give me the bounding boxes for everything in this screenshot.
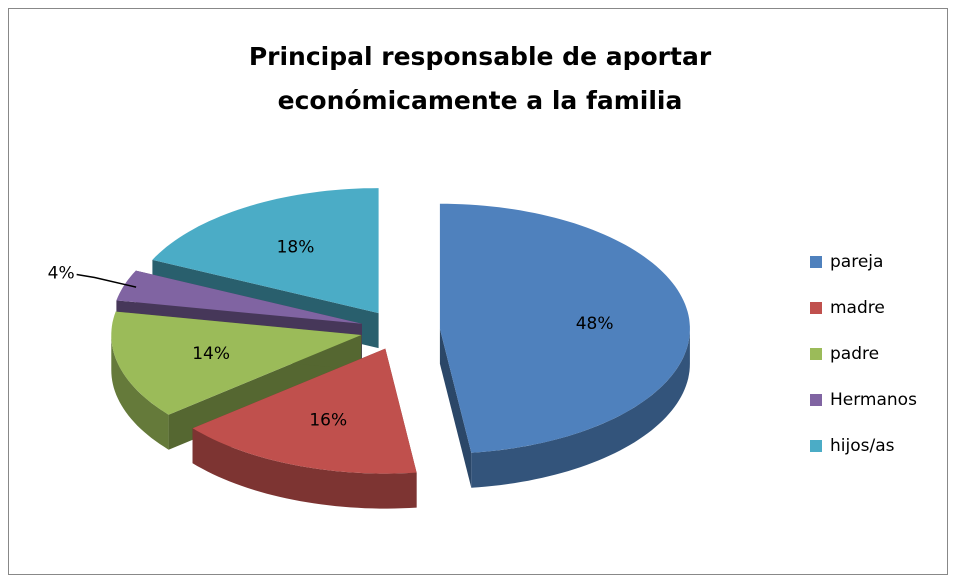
chart-title-line: económicamente a la familia [278, 86, 683, 115]
legend-label: madre [830, 298, 885, 318]
legend-label: pareja [830, 252, 883, 272]
slice-rim [111, 335, 169, 450]
data-label: 4% [48, 263, 75, 283]
slice-rim [192, 428, 417, 509]
slice [152, 188, 379, 314]
legend-swatch [810, 302, 822, 314]
chart-title-line: Principal responsable de aportar [249, 42, 712, 71]
slice-rim [471, 328, 690, 488]
data-label: 16% [309, 411, 347, 431]
legend-swatch [810, 394, 822, 406]
data-label: 14% [192, 344, 230, 364]
slice [111, 311, 362, 415]
legend-swatch [810, 348, 822, 360]
data-label: 18% [277, 238, 315, 258]
slice [439, 203, 690, 453]
slice [116, 270, 363, 324]
legend-label: padre [830, 344, 879, 364]
slice [192, 348, 417, 474]
slice-wall [439, 328, 472, 488]
legend-label: hijos/as [830, 436, 895, 456]
legend-label: Hermanos [830, 390, 917, 410]
legend-swatch [810, 440, 822, 452]
legend-swatch [810, 256, 822, 268]
data-label: 48% [576, 314, 614, 334]
leader-line [76, 273, 137, 288]
